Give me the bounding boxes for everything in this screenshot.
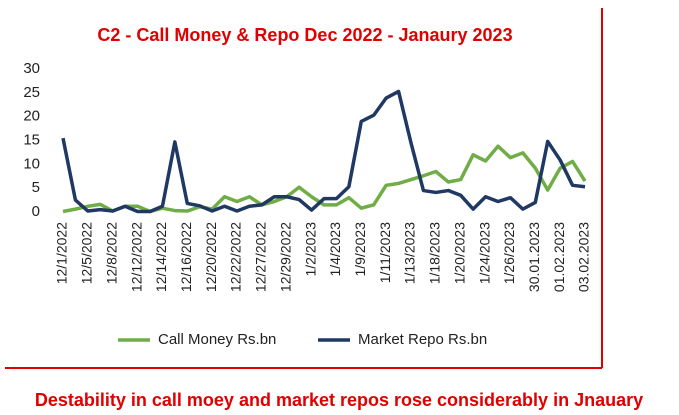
x-tick-label: 01.02.2023 (551, 222, 567, 292)
x-tick-label: 1/4/2023 (327, 222, 343, 277)
series-line (61, 89, 586, 214)
x-tick-label: 12/12/2022 (128, 222, 144, 292)
x-tick-label: 12/8/2022 (103, 222, 119, 284)
x-tick-label: 1/24/2023 (476, 222, 492, 284)
y-tick-label: 5 (32, 179, 40, 196)
y-tick-label: 30 (23, 60, 40, 77)
x-tick-label: 12/1/2022 (54, 222, 70, 284)
x-tick-label: 12/14/2022 (153, 222, 169, 292)
y-tick-label: 0 (32, 203, 40, 220)
y-tick-label: 10 (23, 155, 40, 172)
x-tick-label: 12/5/2022 (79, 222, 95, 284)
y-tick-label: 20 (23, 108, 40, 125)
x-tick-label: 12/20/2022 (203, 222, 219, 292)
footer-note: Destability in call moey and market repo… (35, 390, 643, 410)
legend-label: Call Money Rs.bn (158, 331, 276, 348)
x-tick-label: 1/26/2023 (501, 222, 517, 284)
y-tick-label: 15 (23, 131, 40, 148)
legend-label: Market Repo Rs.bn (358, 331, 487, 348)
x-tick-label: 1/18/2023 (427, 222, 443, 284)
x-tick-label: 1/2/2023 (302, 222, 318, 277)
x-tick-label: 1/9/2023 (352, 222, 368, 277)
x-tick-label: 1/13/2023 (402, 222, 418, 284)
x-tick-label: 30.01.2023 (526, 222, 542, 292)
y-tick-label: 25 (23, 84, 40, 101)
x-tick-label: 12/29/2022 (277, 222, 293, 292)
series-line (62, 144, 587, 214)
x-tick-label: 12/22/2022 (228, 222, 244, 292)
x-tick-label: 1/11/2023 (377, 222, 393, 283)
x-tick-label: 1/20/2023 (451, 222, 467, 284)
x-tick-label: 12/27/2022 (253, 222, 269, 292)
x-tick-label: 03.02.2023 (576, 222, 592, 292)
x-tick-label: 12/16/2022 (178, 222, 194, 292)
chart-title: C2 - Call Money & Repo Dec 2022 - Janaur… (97, 25, 512, 45)
